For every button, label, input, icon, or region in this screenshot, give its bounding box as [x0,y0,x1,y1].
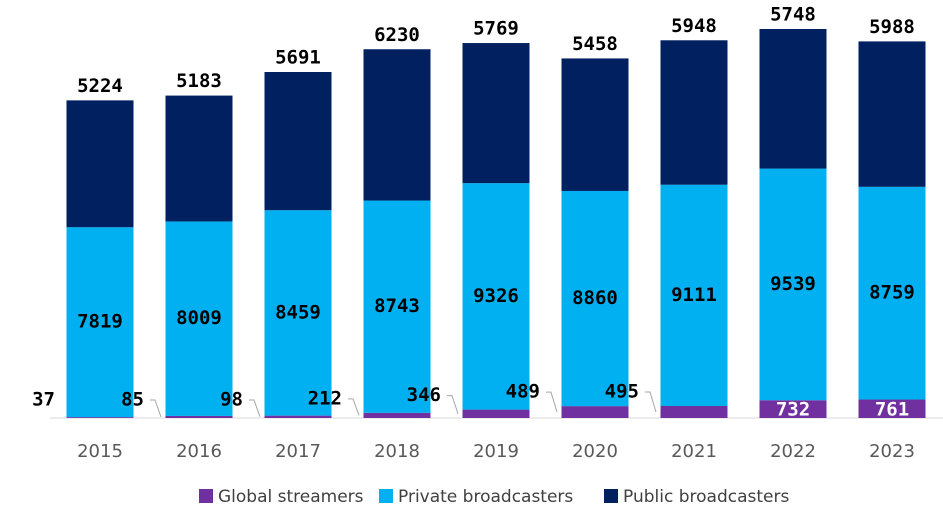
bar-segment [264,72,332,211]
bar-segment [363,412,431,418]
data-label: 5458 [572,33,618,55]
bar-segment [363,49,431,201]
data-label: 732 [776,399,810,421]
x-tick-label: 2020 [572,441,618,462]
data-label: 9111 [671,284,717,306]
bar-segment [660,184,728,406]
bar-segment [264,210,332,416]
data-label: 9539 [770,273,816,295]
bar-segment [759,168,827,401]
bar-segment [561,58,629,191]
data-label: 98 [220,389,243,411]
bar-segment [858,41,926,187]
x-tick-label: 2017 [275,441,321,462]
legend-label: Private broadcasters [398,487,573,507]
x-tick-label: 2018 [374,441,420,462]
bar-segment [165,415,233,418]
data-label: 5691 [275,47,321,69]
bar-segment [462,43,530,184]
x-tick-label: 2019 [473,441,519,462]
bar-segment [66,417,134,418]
leader-line [150,399,162,418]
data-label: 37 [32,389,55,411]
data-label: 5988 [869,16,915,38]
leader-line [645,391,657,413]
data-label: 8009 [176,307,222,329]
leader-line [249,399,261,417]
x-tick-label: 2015 [77,441,123,462]
bar-segment [66,227,134,418]
data-label: 9326 [473,285,519,307]
data-label: 5183 [176,70,222,92]
data-label: 8459 [275,301,321,323]
data-label: 6230 [374,24,420,46]
bar-segment [165,95,233,222]
legend-label: Global streamers [218,487,364,507]
data-label: 5748 [770,4,816,26]
bar-segment [858,399,926,418]
bar-segment [759,29,827,169]
legend-label: Public broadcasters [623,487,789,507]
data-label: 85 [121,389,144,411]
leader-line [348,398,360,416]
bar-segment [561,190,629,407]
bar-segment [363,200,431,413]
legend-swatch [379,489,393,503]
leader-line [546,391,558,413]
data-label: 346 [407,384,441,406]
bar-segment [66,100,134,228]
data-label: 5224 [77,75,123,97]
data-label: 7819 [77,311,123,333]
bar-segment [462,409,530,418]
bar-segment [858,186,926,400]
data-label: 5948 [671,15,717,37]
x-tick-label: 2021 [671,441,717,462]
bar-segment [561,406,629,418]
data-label: 495 [605,380,639,402]
leader-line [447,395,459,414]
x-tick-label: 2016 [176,441,222,462]
data-label: 761 [875,398,909,420]
x-tick-label: 2022 [770,441,816,462]
bar-segment [660,40,728,185]
legend-swatch [604,489,618,503]
bar-segment [264,415,332,418]
legend-swatch [199,489,213,503]
data-label: 5769 [473,18,519,40]
data-label: 8759 [869,282,915,304]
bar-segment [660,405,728,418]
bar-segment [759,400,827,418]
bar-segment [462,183,530,410]
x-tick-label: 2023 [869,441,915,462]
data-label: 212 [308,387,342,409]
bar-segment [165,221,233,416]
data-label: 489 [506,381,540,403]
data-label: 8860 [572,287,618,309]
data-label: 8743 [374,295,420,317]
